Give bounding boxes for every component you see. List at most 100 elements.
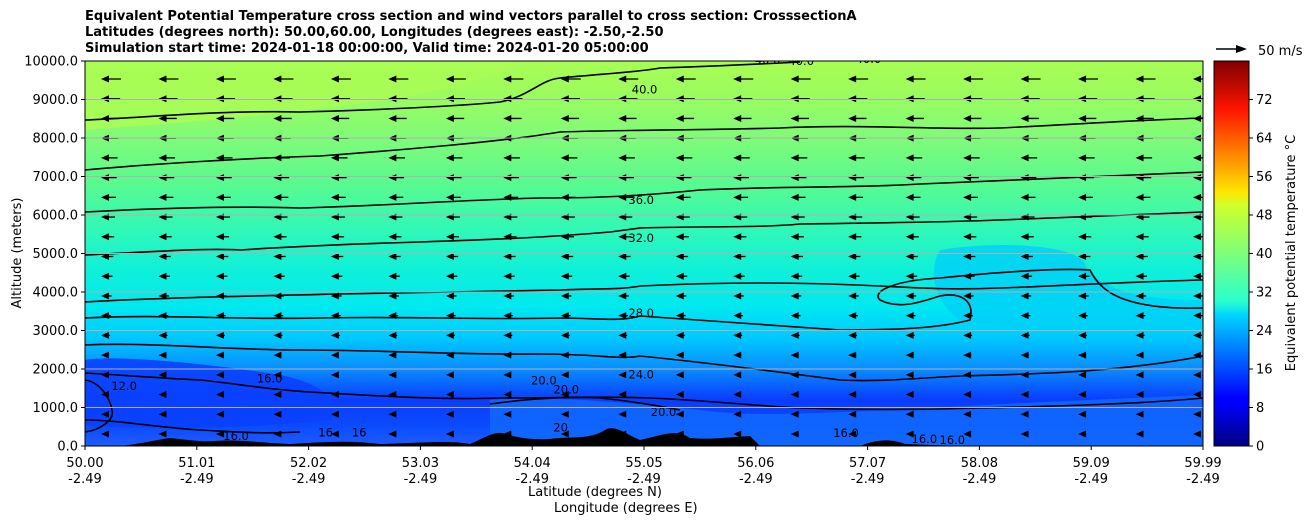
wind-arrow [1135, 233, 1149, 241]
wind-arrow [330, 193, 346, 201]
x-tick-label-lat: 52.02 [290, 456, 327, 471]
wind-arrow [848, 193, 864, 201]
wind-arrow [445, 114, 465, 122]
wind-arrow [848, 154, 865, 162]
contour-label: 32.0 [628, 231, 654, 245]
wind-arrow [1135, 193, 1151, 201]
wind-arrow [330, 351, 339, 359]
wind-arrow [445, 193, 461, 201]
wind-arrow [560, 410, 569, 418]
wind-arrow [330, 272, 343, 280]
contour-label: 12.0 [111, 379, 137, 393]
x-tick-label-lat: 59.09 [1073, 456, 1110, 471]
wind-arrow [330, 114, 350, 122]
wind-arrow [560, 95, 580, 103]
wind-arrow [1193, 371, 1201, 379]
wind-arrow [158, 371, 167, 379]
x-tick-label-lon: -2.49 [404, 472, 438, 487]
x-tick-label-lat: 59.99 [1184, 456, 1221, 471]
wind-arrow [215, 114, 235, 122]
cold-core-left [85, 358, 334, 428]
wind-arrow [905, 174, 922, 182]
wind-arrow [1078, 253, 1091, 260]
wind-arrow [848, 272, 860, 280]
wind-arrow [1193, 253, 1203, 260]
colorbar [1213, 60, 1250, 447]
wind-arrow [1020, 410, 1029, 418]
wind-arrow [675, 253, 689, 260]
wind-arrow [445, 75, 466, 83]
wind-arrow [618, 154, 635, 162]
colorbar-tick-label: 24 [1256, 324, 1273, 339]
wind-arrow [215, 193, 231, 201]
contour-line [85, 117, 1203, 171]
y-tick-label: 2000.0 [33, 363, 79, 378]
wind-arrow [1193, 154, 1203, 162]
wind-arrow [215, 410, 224, 418]
wind-arrow [503, 272, 515, 280]
y-tick-label: 4000.0 [33, 286, 79, 301]
wind-arrow [560, 114, 580, 122]
wind-arrow [1078, 391, 1087, 399]
wind-arrow [503, 312, 514, 320]
wind-arrow [1020, 292, 1032, 300]
wind-arrow [905, 75, 926, 83]
wind-arrow [445, 95, 465, 103]
wind-arrow [848, 114, 867, 122]
wind-arrow [1078, 154, 1095, 162]
wind-arrow [848, 331, 858, 339]
wind-arrow [445, 233, 460, 241]
wind-arrow [388, 253, 401, 260]
wind-arrow [1020, 253, 1033, 260]
chart-title-line-2: Latitudes (degrees north): 50.00,60.00, … [85, 25, 664, 40]
colorbar-tick-label: 56 [1256, 170, 1273, 185]
x-tick-label-lon: -2.49 [180, 472, 214, 487]
wind-arrow [905, 272, 918, 280]
wind-arrow [733, 371, 742, 379]
wind-arrow [790, 95, 810, 103]
wind-arrow [101, 331, 110, 339]
wind-arrow [618, 114, 637, 122]
wind-arrow [215, 391, 224, 399]
wind-arrow [963, 351, 972, 359]
x-tick-label-lat: 50.00 [66, 456, 103, 471]
wind-arrow [273, 312, 284, 320]
wind-arrow [848, 391, 857, 399]
wind-arrow [675, 114, 695, 122]
y-axis: 0.0 1000.0 2000.0 3000.0 4000.0 5000.0 6000.0 7… [24, 55, 85, 455]
wind-arrow [1078, 75, 1099, 83]
wind-arrow [273, 371, 282, 379]
wind-arrow [790, 410, 799, 418]
wind-arrow [1078, 331, 1088, 339]
grid-lines [85, 99, 1203, 408]
wind-arrow [445, 331, 455, 339]
wind-arrow [215, 351, 225, 359]
wind-arrow [675, 292, 687, 300]
colorbar-tick-label: 16 [1256, 363, 1273, 378]
quiver-key-arrowhead [1236, 45, 1247, 53]
wind-arrow [1020, 351, 1029, 359]
wind-arrow [1193, 233, 1203, 241]
wind-arrow [101, 410, 109, 418]
wind-arrow [330, 331, 340, 339]
wind-arrow [273, 174, 290, 182]
wind-arrow [618, 95, 638, 103]
wind-arrow [848, 351, 857, 359]
wind-arrow [158, 272, 170, 280]
wind-arrow [905, 114, 924, 122]
wind-arrow [790, 351, 799, 359]
contour-label: 20 [553, 420, 568, 434]
wind-arrow [1020, 331, 1030, 339]
wind-arrow [273, 331, 283, 339]
wind-arrow [790, 75, 811, 83]
wind-arrow [503, 331, 513, 339]
wind-arrow [388, 154, 405, 162]
wind-arrow [905, 193, 921, 201]
wind-arrow [158, 351, 167, 359]
colorbar-tick-label: 48 [1256, 209, 1273, 224]
wind-arrow [733, 410, 742, 418]
wind-arrow [330, 410, 339, 418]
wind-arrow [1135, 292, 1147, 300]
wind-arrow [388, 272, 400, 280]
